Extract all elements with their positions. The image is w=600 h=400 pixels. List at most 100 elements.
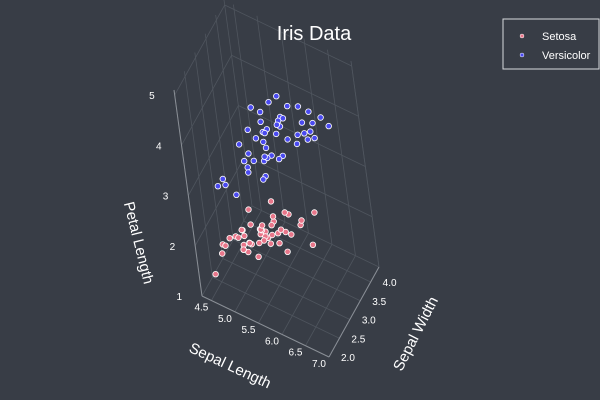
point-setosa: [235, 234, 242, 241]
point-versicolor: [325, 122, 332, 130]
point-versicolor: [273, 121, 280, 128]
point-versicolor: [275, 155, 283, 163]
point-versicolor: [273, 130, 280, 138]
gridline-y-floor: [222, 258, 351, 320]
gridline-x-back: [303, 38, 333, 245]
legend-label-setosa: Setosa: [542, 31, 577, 43]
point-setosa: [258, 222, 266, 229]
axis-edges: [173, 0, 380, 358]
y-tick-label: 3.5: [372, 297, 386, 308]
chart-title: Iris Data: [277, 23, 352, 45]
y-tick-label: 2.5: [351, 334, 365, 345]
y-tick-label: 4.0: [383, 278, 397, 289]
z-tick-label: 2: [170, 242, 176, 253]
gridline-x-back: [233, 4, 262, 211]
point-setosa: [256, 239, 263, 247]
gridline-y-floor: [212, 276, 340, 339]
legend: Setosa Versicolor: [502, 18, 600, 70]
point-versicolor: [260, 138, 267, 146]
point-versicolor: [261, 153, 268, 160]
point-versicolor: [305, 108, 312, 115]
z-tick-label: 5: [149, 91, 155, 102]
gridline-x-floor: [211, 210, 262, 301]
point-versicolor: [261, 129, 268, 137]
x-tick-label: 6.0: [265, 336, 279, 347]
point-versicolor: [262, 144, 270, 152]
point-setosa: [240, 246, 247, 253]
point-versicolor: [247, 104, 254, 111]
point-versicolor: [214, 182, 222, 190]
point-versicolor: [260, 176, 267, 183]
point-versicolor: [235, 141, 243, 148]
y-axis-label: Sepal Width: [390, 294, 442, 374]
gridline-x-floor: [305, 255, 356, 346]
gridline-x-floor: [281, 244, 333, 335]
point-versicolor: [317, 114, 324, 121]
x-axis-line: [201, 295, 330, 358]
gridline-z-side: [194, 155, 246, 246]
gridline-y-side: [184, 71, 213, 278]
point-setosa: [311, 209, 318, 216]
point-setosa: [284, 248, 291, 255]
gridline-y-side: [215, 14, 245, 222]
legend-label-versicolor: Versicolor: [542, 50, 591, 62]
point-setosa: [241, 232, 248, 240]
point-versicolor: [304, 136, 311, 143]
point-setosa: [246, 239, 253, 247]
gridline-z-side: [187, 105, 239, 196]
gridline-z-back: [244, 155, 373, 218]
point-versicolor: [222, 181, 229, 189]
point-versicolor: [293, 140, 301, 148]
point-versicolor: [273, 92, 280, 100]
z-tick-label: 3: [163, 192, 169, 203]
gridline-y-side: [194, 52, 224, 259]
point-setosa: [218, 250, 226, 257]
point-versicolor: [245, 169, 252, 176]
gridline-z-side: [174, 4, 226, 96]
gridline-z-side: [181, 55, 232, 146]
point-setosa: [277, 226, 285, 233]
point-versicolor: [252, 135, 260, 142]
point-versicolor: [265, 98, 272, 106]
data-points: [212, 92, 332, 278]
point-setosa: [281, 209, 288, 216]
gridline-y-floor: [233, 239, 361, 302]
point-setosa: [288, 231, 295, 238]
gridline-x-floor: [258, 232, 309, 324]
z-axis-line: [173, 89, 203, 297]
x-tick-label: 5.5: [241, 325, 255, 336]
z-axis-label: Petal Length: [120, 200, 157, 286]
z-tick-label: 1: [176, 292, 182, 303]
point-versicolor: [307, 128, 314, 135]
point-setosa: [255, 253, 262, 260]
x-tick-label: 5.0: [218, 314, 232, 325]
point-versicolor: [279, 115, 287, 122]
point-versicolor: [257, 118, 264, 125]
y-tick-label: 3.0: [362, 316, 376, 327]
legend-swatch-versicolor: [519, 52, 525, 58]
legend-box: [502, 18, 600, 70]
x-tick-label: 4.5: [194, 303, 208, 314]
point-versicolor: [294, 103, 302, 110]
gridline-z-back: [224, 4, 352, 67]
point-setosa: [226, 234, 233, 242]
gridline-x-back: [327, 49, 356, 256]
gridline-y-side: [204, 33, 234, 240]
point-setosa: [267, 240, 274, 247]
point-versicolor: [294, 131, 301, 138]
point-setosa: [269, 231, 276, 239]
point-versicolor: [245, 150, 252, 157]
point-setosa: [212, 271, 219, 278]
point-setosa: [309, 241, 317, 248]
y-tick-label: 2.0: [341, 353, 355, 364]
point-setosa: [268, 221, 275, 229]
point-setosa: [245, 206, 252, 213]
back-right-edge: [350, 60, 380, 268]
point-versicolor: [298, 119, 306, 126]
point-versicolor: [256, 108, 264, 116]
point-versicolor: [309, 119, 316, 127]
point-versicolor: [311, 134, 318, 142]
tick-labels: 4.5 5.0 5.5 6.0 6.5 7.0 2.0 2.5 3.0 3.5 4.0 1 2 3 4 5: [149, 91, 397, 370]
point-versicolor: [233, 191, 240, 198]
